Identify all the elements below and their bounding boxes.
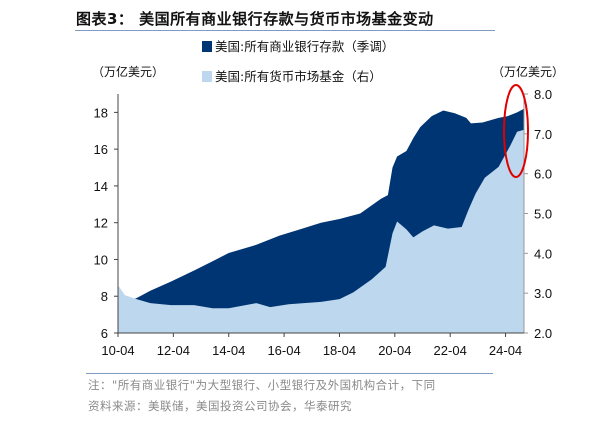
right-tick-label: 8.0 bbox=[534, 87, 552, 102]
legend-label-deposits: 美国:所有商业银行存款（季调） bbox=[215, 39, 394, 54]
x-tick-label: 10-04 bbox=[101, 343, 134, 358]
highlight-ellipse bbox=[503, 84, 529, 178]
left-tick-label: 14 bbox=[94, 179, 108, 194]
x-tick-label: 24-04 bbox=[489, 343, 522, 358]
legend-label-mmf: 美国:所有货币市场基金（右） bbox=[215, 69, 382, 84]
right-tick-label: 6.0 bbox=[534, 167, 552, 182]
chart-title: 图表3： 美国所有商业银行存款与货币市场基金变动 bbox=[76, 10, 434, 28]
left-tick-label: 8 bbox=[101, 289, 108, 304]
legend-swatch-mmf bbox=[202, 71, 212, 82]
x-tick-label: 22-04 bbox=[434, 343, 467, 358]
left-axis-unit: （万亿美元） bbox=[92, 64, 164, 79]
footer-divider bbox=[86, 373, 493, 374]
right-tick-label: 3.0 bbox=[534, 286, 552, 301]
source-note: 资料来源：美联储，美国投资公司协会，华泰研究 bbox=[88, 399, 352, 413]
right-tick-label: 7.0 bbox=[534, 127, 552, 142]
left-tick-label: 10 bbox=[94, 252, 108, 267]
left-tick-label: 18 bbox=[94, 105, 108, 120]
left-tick-label: 16 bbox=[94, 142, 108, 157]
title-divider bbox=[75, 30, 495, 31]
right-tick-label: 5.0 bbox=[534, 207, 552, 222]
x-tick-label: 14-04 bbox=[212, 343, 245, 358]
right-tick-label: 4.0 bbox=[534, 246, 552, 261]
left-tick-label: 6 bbox=[101, 326, 108, 341]
legend-swatch-deposits bbox=[202, 41, 212, 52]
right-axis-unit: （万亿美元） bbox=[492, 64, 564, 79]
left-tick-label: 12 bbox=[94, 216, 108, 231]
right-tick-label: 2.0 bbox=[534, 326, 552, 341]
x-tick-label: 18-04 bbox=[323, 343, 356, 358]
x-tick-label: 16-04 bbox=[267, 343, 300, 358]
mmf-area bbox=[118, 129, 524, 333]
x-tick-label: 20-04 bbox=[378, 343, 411, 358]
footnote: 注："所有商业银行"为大型银行、小型银行及外国机构合计，下同 bbox=[88, 378, 436, 392]
x-tick-label: 12-04 bbox=[157, 343, 190, 358]
